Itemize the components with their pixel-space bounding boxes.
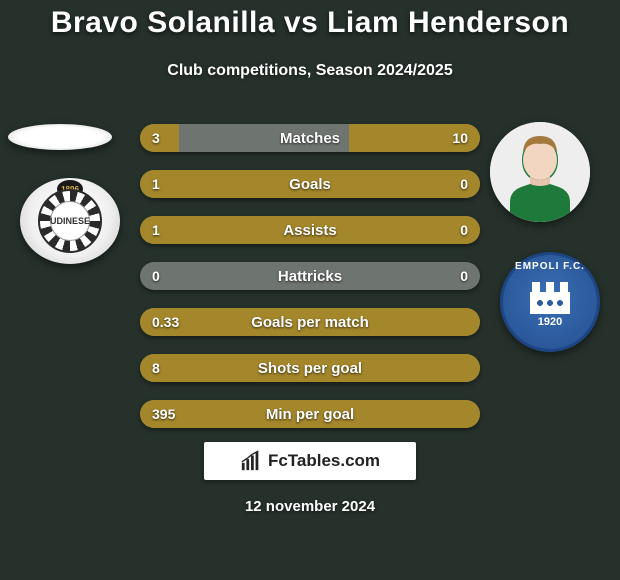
infographic-date: 12 november 2024 bbox=[0, 498, 620, 515]
stat-label: Goals per match bbox=[140, 308, 480, 336]
player-right-avatar-svg bbox=[490, 122, 590, 222]
page-title: Bravo Solanilla vs Liam Henderson bbox=[0, 6, 620, 40]
stat-row: 10Assists bbox=[140, 216, 480, 244]
stat-row: 0.33Goals per match bbox=[140, 308, 480, 336]
stat-row: 395Min per goal bbox=[140, 400, 480, 428]
club-right-year: 1920 bbox=[538, 316, 562, 328]
stat-label: Hattricks bbox=[140, 262, 480, 290]
page-subtitle: Club competitions, Season 2024/2025 bbox=[0, 62, 620, 80]
club-left-crest-label: UDINESE bbox=[50, 201, 90, 241]
stats-bars: 310Matches 10Goals 10Assists 00Hattricks 0.3… bbox=[140, 124, 480, 446]
stat-label: Min per goal bbox=[140, 400, 480, 428]
club-left-crest-inner: UDINESE bbox=[38, 189, 102, 253]
branding-text: FcTables.com bbox=[268, 451, 380, 471]
player-right-avatar bbox=[490, 122, 590, 222]
club-right-name: EMPOLI F.C. bbox=[503, 261, 597, 272]
player-left-avatar bbox=[8, 124, 112, 150]
stat-label: Matches bbox=[140, 124, 480, 152]
stat-label: Goals bbox=[140, 170, 480, 198]
club-right-tower-icon bbox=[530, 282, 570, 314]
stat-row: 310Matches bbox=[140, 124, 480, 152]
club-left-crest: 1896 UDINESE bbox=[20, 178, 120, 264]
stat-label: Shots per goal bbox=[140, 354, 480, 382]
branding-logo-icon bbox=[240, 450, 262, 472]
stat-row: 00Hattricks bbox=[140, 262, 480, 290]
stat-label: Assists bbox=[140, 216, 480, 244]
stat-row: 10Goals bbox=[140, 170, 480, 198]
branding-badge: FcTables.com bbox=[204, 442, 416, 480]
stat-row: 8Shots per goal bbox=[140, 354, 480, 382]
club-right-crest: EMPOLI F.C. 1920 bbox=[500, 252, 600, 352]
